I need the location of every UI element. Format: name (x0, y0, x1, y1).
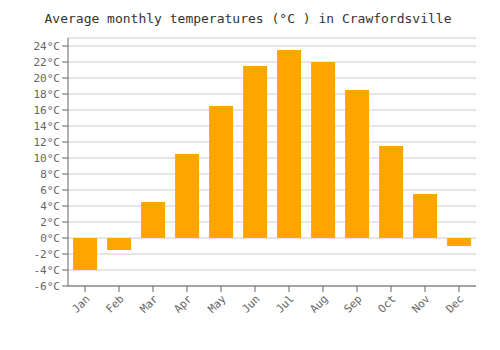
svg-text:Jul: Jul (273, 292, 296, 315)
svg-text:16°C: 16°C (34, 104, 61, 117)
svg-text:Feb: Feb (103, 292, 126, 315)
svg-text:2°C: 2°C (40, 216, 60, 229)
svg-text:Aug: Aug (307, 292, 330, 315)
svg-text:20°C: 20°C (34, 72, 61, 85)
svg-text:Dec: Dec (443, 292, 466, 315)
svg-text:12°C: 12°C (34, 136, 61, 149)
svg-text:22°C: 22°C (34, 56, 61, 69)
svg-text:Mar: Mar (137, 292, 161, 316)
svg-text:24°C: 24°C (34, 40, 61, 53)
svg-text:May: May (205, 292, 229, 316)
svg-text:-4°C: -4°C (34, 264, 61, 277)
svg-text:Jan: Jan (69, 292, 92, 315)
svg-text:-6°C: -6°C (34, 280, 61, 293)
svg-text:Apr: Apr (171, 292, 195, 316)
svg-text:14°C: 14°C (34, 120, 61, 133)
svg-text:4°C: 4°C (40, 200, 60, 213)
svg-text:Oct: Oct (375, 292, 398, 315)
svg-text:10°C: 10°C (34, 152, 61, 165)
svg-text:18°C: 18°C (34, 88, 61, 101)
svg-text:6°C: 6°C (40, 184, 60, 197)
svg-text:Jun: Jun (239, 292, 262, 315)
svg-text:0°C: 0°C (40, 232, 60, 245)
svg-text:8°C: 8°C (40, 168, 60, 181)
svg-text:Nov: Nov (409, 292, 433, 316)
svg-text:Sep: Sep (341, 292, 364, 315)
html-text:Average monthly temperatures (: Average monthly temperatures (°C ) in Cr… (44, 11, 452, 26)
svg-text:-2°C: -2°C (34, 248, 61, 261)
